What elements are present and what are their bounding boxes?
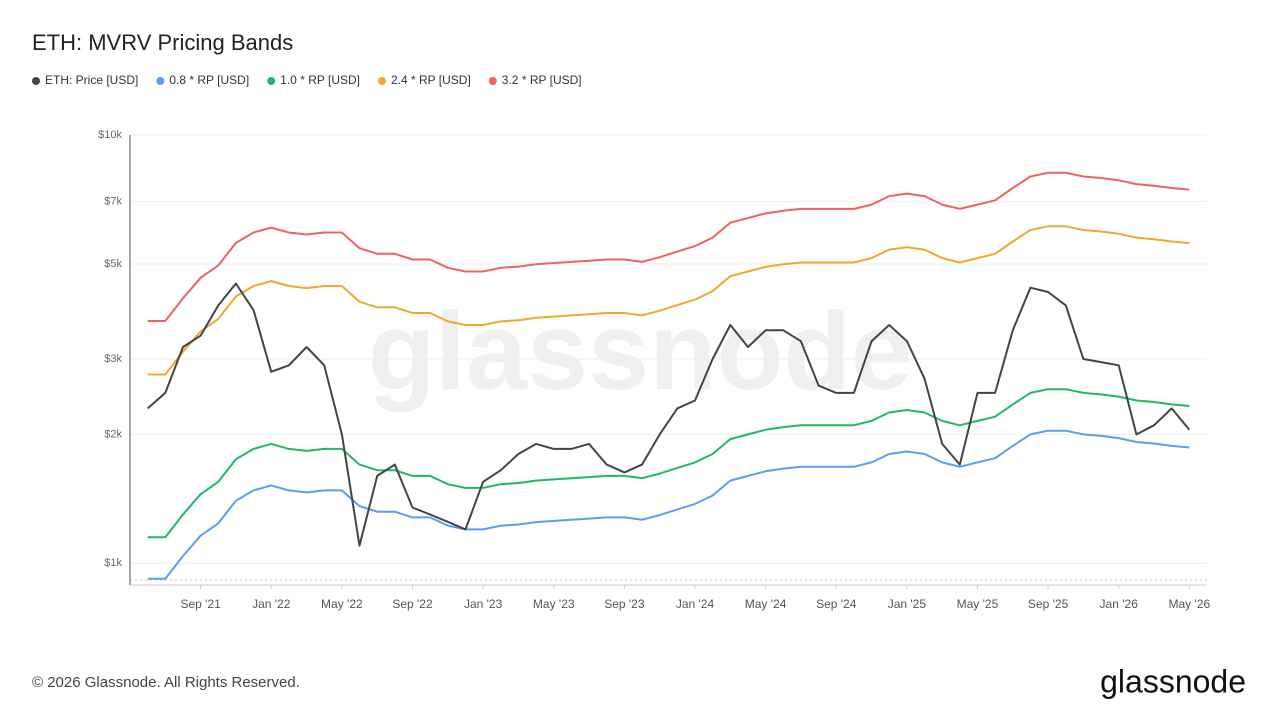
copyright: © 2026 Glassnode. All Rights Reserved. [32, 674, 300, 691]
x-tick-label: Jan '23 [464, 597, 503, 611]
x-tick-label: Sep '22 [392, 597, 433, 611]
y-tick-label: $1k [104, 557, 122, 569]
legend-marker [377, 77, 386, 85]
legend-label: 1.0 * RP [USD] [280, 73, 360, 87]
legend-marker [156, 77, 165, 85]
series-line [147, 171, 1190, 322]
x-tick-label: Jan '25 [888, 597, 927, 611]
x-tick-label: May '26 [1169, 597, 1211, 611]
y-tick-label: $10k [98, 129, 122, 141]
y-tick-label: $2k [104, 428, 122, 440]
legend-label: ETH: Price [USD] [45, 73, 138, 87]
y-tick-label: $3k [104, 353, 122, 365]
y-tick-label: $5k [104, 258, 122, 270]
y-tick-label: $7k [104, 195, 122, 207]
legend-label: 2.4 * RP [USD] [391, 73, 471, 87]
x-tick-label: May '23 [533, 597, 575, 611]
legend-label: 0.8 * RP [USD] [169, 73, 249, 87]
series-line [147, 388, 1190, 539]
x-tick-label: Jan '24 [676, 597, 715, 611]
legend: ETH: Price [USD] 0.8 * RP [USD] 1.0 * RP [… [32, 73, 582, 87]
x-tick-label: May '22 [321, 597, 363, 611]
x-tick-label: Sep '25 [1028, 597, 1069, 611]
x-tick-label: Jan '22 [252, 597, 291, 611]
x-tick-label: Sep '23 [604, 597, 645, 611]
legend-label: 3.2 * RP [USD] [502, 73, 582, 87]
x-tick-label: May '25 [957, 597, 999, 611]
chart-title: ETH: MVRV Pricing Bands [32, 30, 293, 55]
series-line [147, 429, 1190, 580]
legend-marker [488, 77, 497, 85]
x-tick-label: May '24 [745, 597, 787, 611]
watermark: glassnode [368, 290, 912, 413]
legend-marker [267, 77, 276, 85]
legend-marker [32, 77, 40, 85]
series-line [147, 282, 1191, 547]
series-line [147, 225, 1190, 376]
x-tick-label: Sep '21 [180, 597, 221, 611]
x-tick-label: Jan '26 [1100, 597, 1139, 611]
logo: glassnode [1100, 663, 1246, 699]
x-tick-label: Sep '24 [816, 597, 857, 611]
